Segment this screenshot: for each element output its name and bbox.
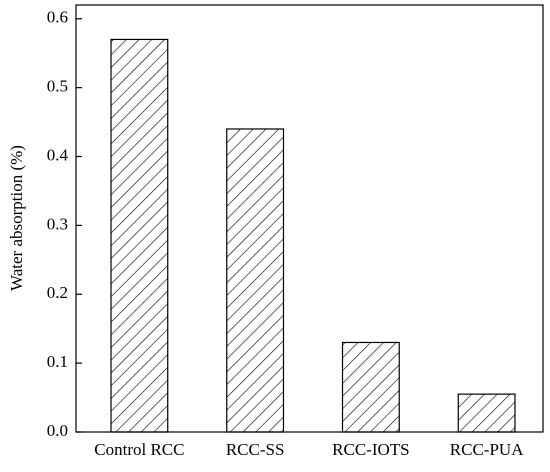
- bar: [457, 393, 516, 433]
- y-tick-label: 0.0: [47, 421, 68, 440]
- y-tick-label: 0.6: [47, 8, 68, 27]
- x-tick-label: Control RCC: [94, 440, 184, 459]
- bar: [110, 38, 169, 433]
- y-tick-label: 0.1: [47, 352, 68, 371]
- y-tick-label: 0.2: [47, 283, 68, 302]
- bar: [226, 128, 285, 433]
- y-axis-label: Water absorption (%): [7, 145, 26, 291]
- y-tick-label: 0.5: [47, 77, 68, 96]
- plot-frame: [75, 4, 544, 433]
- x-tick-label: RCC-PUA: [450, 440, 524, 459]
- bar: [341, 341, 400, 433]
- x-tick-label: RCC-IOTS: [332, 440, 409, 459]
- x-tick-label: RCC-SS: [226, 440, 285, 459]
- y-tick-label: 0.3: [47, 214, 68, 233]
- y-tick-label: 0.4: [47, 145, 69, 164]
